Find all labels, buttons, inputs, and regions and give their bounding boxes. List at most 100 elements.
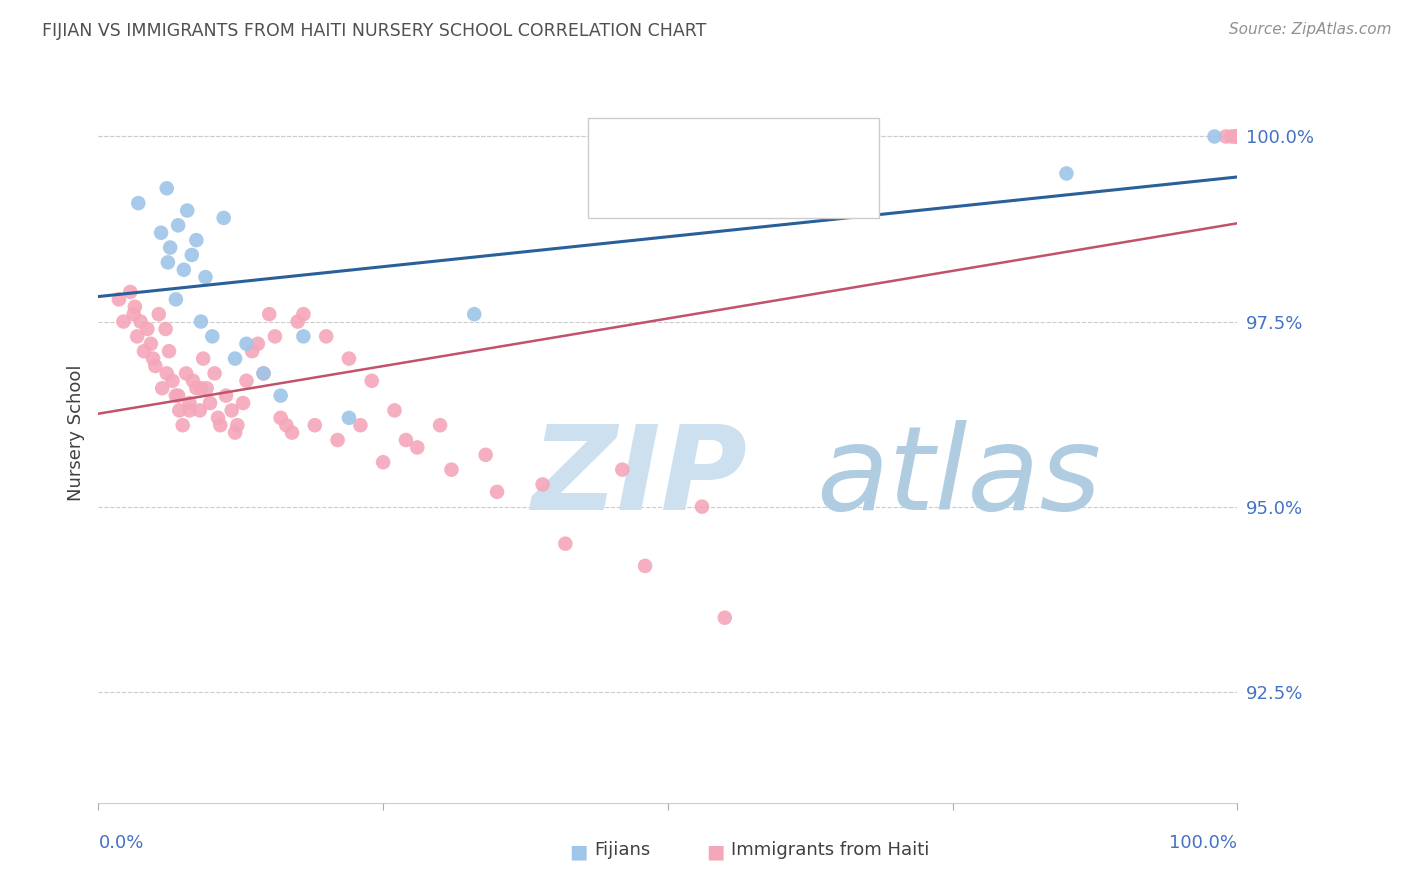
Point xyxy=(132,344,155,359)
Text: ■: ■ xyxy=(706,842,724,862)
Point xyxy=(139,336,162,351)
Point xyxy=(337,351,360,366)
Point xyxy=(204,367,226,381)
Point xyxy=(159,240,181,254)
Text: 0.0%: 0.0% xyxy=(98,834,143,852)
Point xyxy=(276,418,298,433)
Point xyxy=(1220,129,1243,144)
Point xyxy=(142,351,165,366)
Text: Immigrants from Haiti: Immigrants from Haiti xyxy=(731,841,929,859)
Point xyxy=(127,329,149,343)
Point xyxy=(1204,129,1226,144)
Point xyxy=(384,403,406,417)
Point xyxy=(174,367,197,381)
Point xyxy=(198,396,221,410)
Point xyxy=(281,425,304,440)
Point xyxy=(634,558,657,573)
Point xyxy=(1226,129,1249,144)
Point xyxy=(186,233,208,247)
Point xyxy=(172,418,194,433)
Point xyxy=(201,329,224,343)
Point xyxy=(155,322,177,336)
Point xyxy=(122,307,145,321)
Point xyxy=(1215,129,1237,144)
Point xyxy=(440,462,463,476)
Point xyxy=(226,418,249,433)
Point xyxy=(124,300,146,314)
Point xyxy=(129,314,152,328)
Point xyxy=(179,396,201,410)
Point xyxy=(1223,129,1246,144)
Point xyxy=(209,418,232,433)
Point xyxy=(1226,129,1249,144)
Point xyxy=(463,307,485,321)
Point xyxy=(120,285,142,299)
Point xyxy=(150,381,173,395)
Point xyxy=(349,418,371,433)
Point xyxy=(165,293,187,307)
Point xyxy=(554,536,576,550)
Text: Source: ZipAtlas.com: Source: ZipAtlas.com xyxy=(1229,22,1392,37)
Point xyxy=(337,410,360,425)
Y-axis label: Nursery School: Nursery School xyxy=(66,364,84,501)
Point xyxy=(252,367,274,381)
Point xyxy=(157,344,180,359)
Point xyxy=(326,433,349,447)
Point xyxy=(136,322,159,336)
Point xyxy=(315,329,337,343)
Point xyxy=(270,388,292,402)
Point xyxy=(240,344,263,359)
Text: ZIP: ZIP xyxy=(531,419,747,534)
Point xyxy=(180,248,202,262)
Text: FIJIAN VS IMMIGRANTS FROM HAITI NURSERY SCHOOL CORRELATION CHART: FIJIAN VS IMMIGRANTS FROM HAITI NURSERY … xyxy=(42,22,707,40)
Point xyxy=(162,374,184,388)
Point xyxy=(173,262,195,277)
Point xyxy=(1226,129,1249,144)
Point xyxy=(176,203,198,218)
Text: ■: ■ xyxy=(595,180,613,200)
Point xyxy=(145,359,167,373)
Point xyxy=(714,610,737,624)
Point xyxy=(371,455,394,469)
Point xyxy=(690,500,713,514)
Point xyxy=(212,211,235,225)
Point xyxy=(531,477,554,491)
Point xyxy=(156,255,179,269)
Point xyxy=(304,418,326,433)
Point xyxy=(292,307,315,321)
Point xyxy=(264,329,287,343)
Point xyxy=(112,314,135,328)
Point xyxy=(1226,129,1249,144)
Point xyxy=(179,403,201,417)
Point xyxy=(395,433,418,447)
Point xyxy=(287,314,309,328)
Point xyxy=(156,367,179,381)
Point xyxy=(612,462,634,476)
Point xyxy=(156,181,179,195)
Point xyxy=(181,374,204,388)
Point xyxy=(1226,129,1249,144)
Text: R = 0.004   N = 82: R = 0.004 N = 82 xyxy=(619,181,804,199)
Point xyxy=(406,441,429,455)
Text: Fijians: Fijians xyxy=(595,841,651,859)
Point xyxy=(193,351,215,366)
Point xyxy=(360,374,382,388)
Point xyxy=(270,410,292,425)
Point xyxy=(235,374,257,388)
Point xyxy=(167,219,190,233)
Point xyxy=(224,351,246,366)
Text: ■: ■ xyxy=(569,842,588,862)
Point xyxy=(190,381,212,395)
Point xyxy=(148,307,170,321)
Point xyxy=(188,403,211,417)
Point xyxy=(429,418,451,433)
Point xyxy=(169,403,191,417)
Point xyxy=(190,314,212,328)
Point xyxy=(292,329,315,343)
Point xyxy=(252,367,274,381)
Point xyxy=(246,336,269,351)
Point xyxy=(232,396,254,410)
Point xyxy=(224,425,246,440)
Text: atlas: atlas xyxy=(815,420,1101,534)
Point xyxy=(186,381,208,395)
